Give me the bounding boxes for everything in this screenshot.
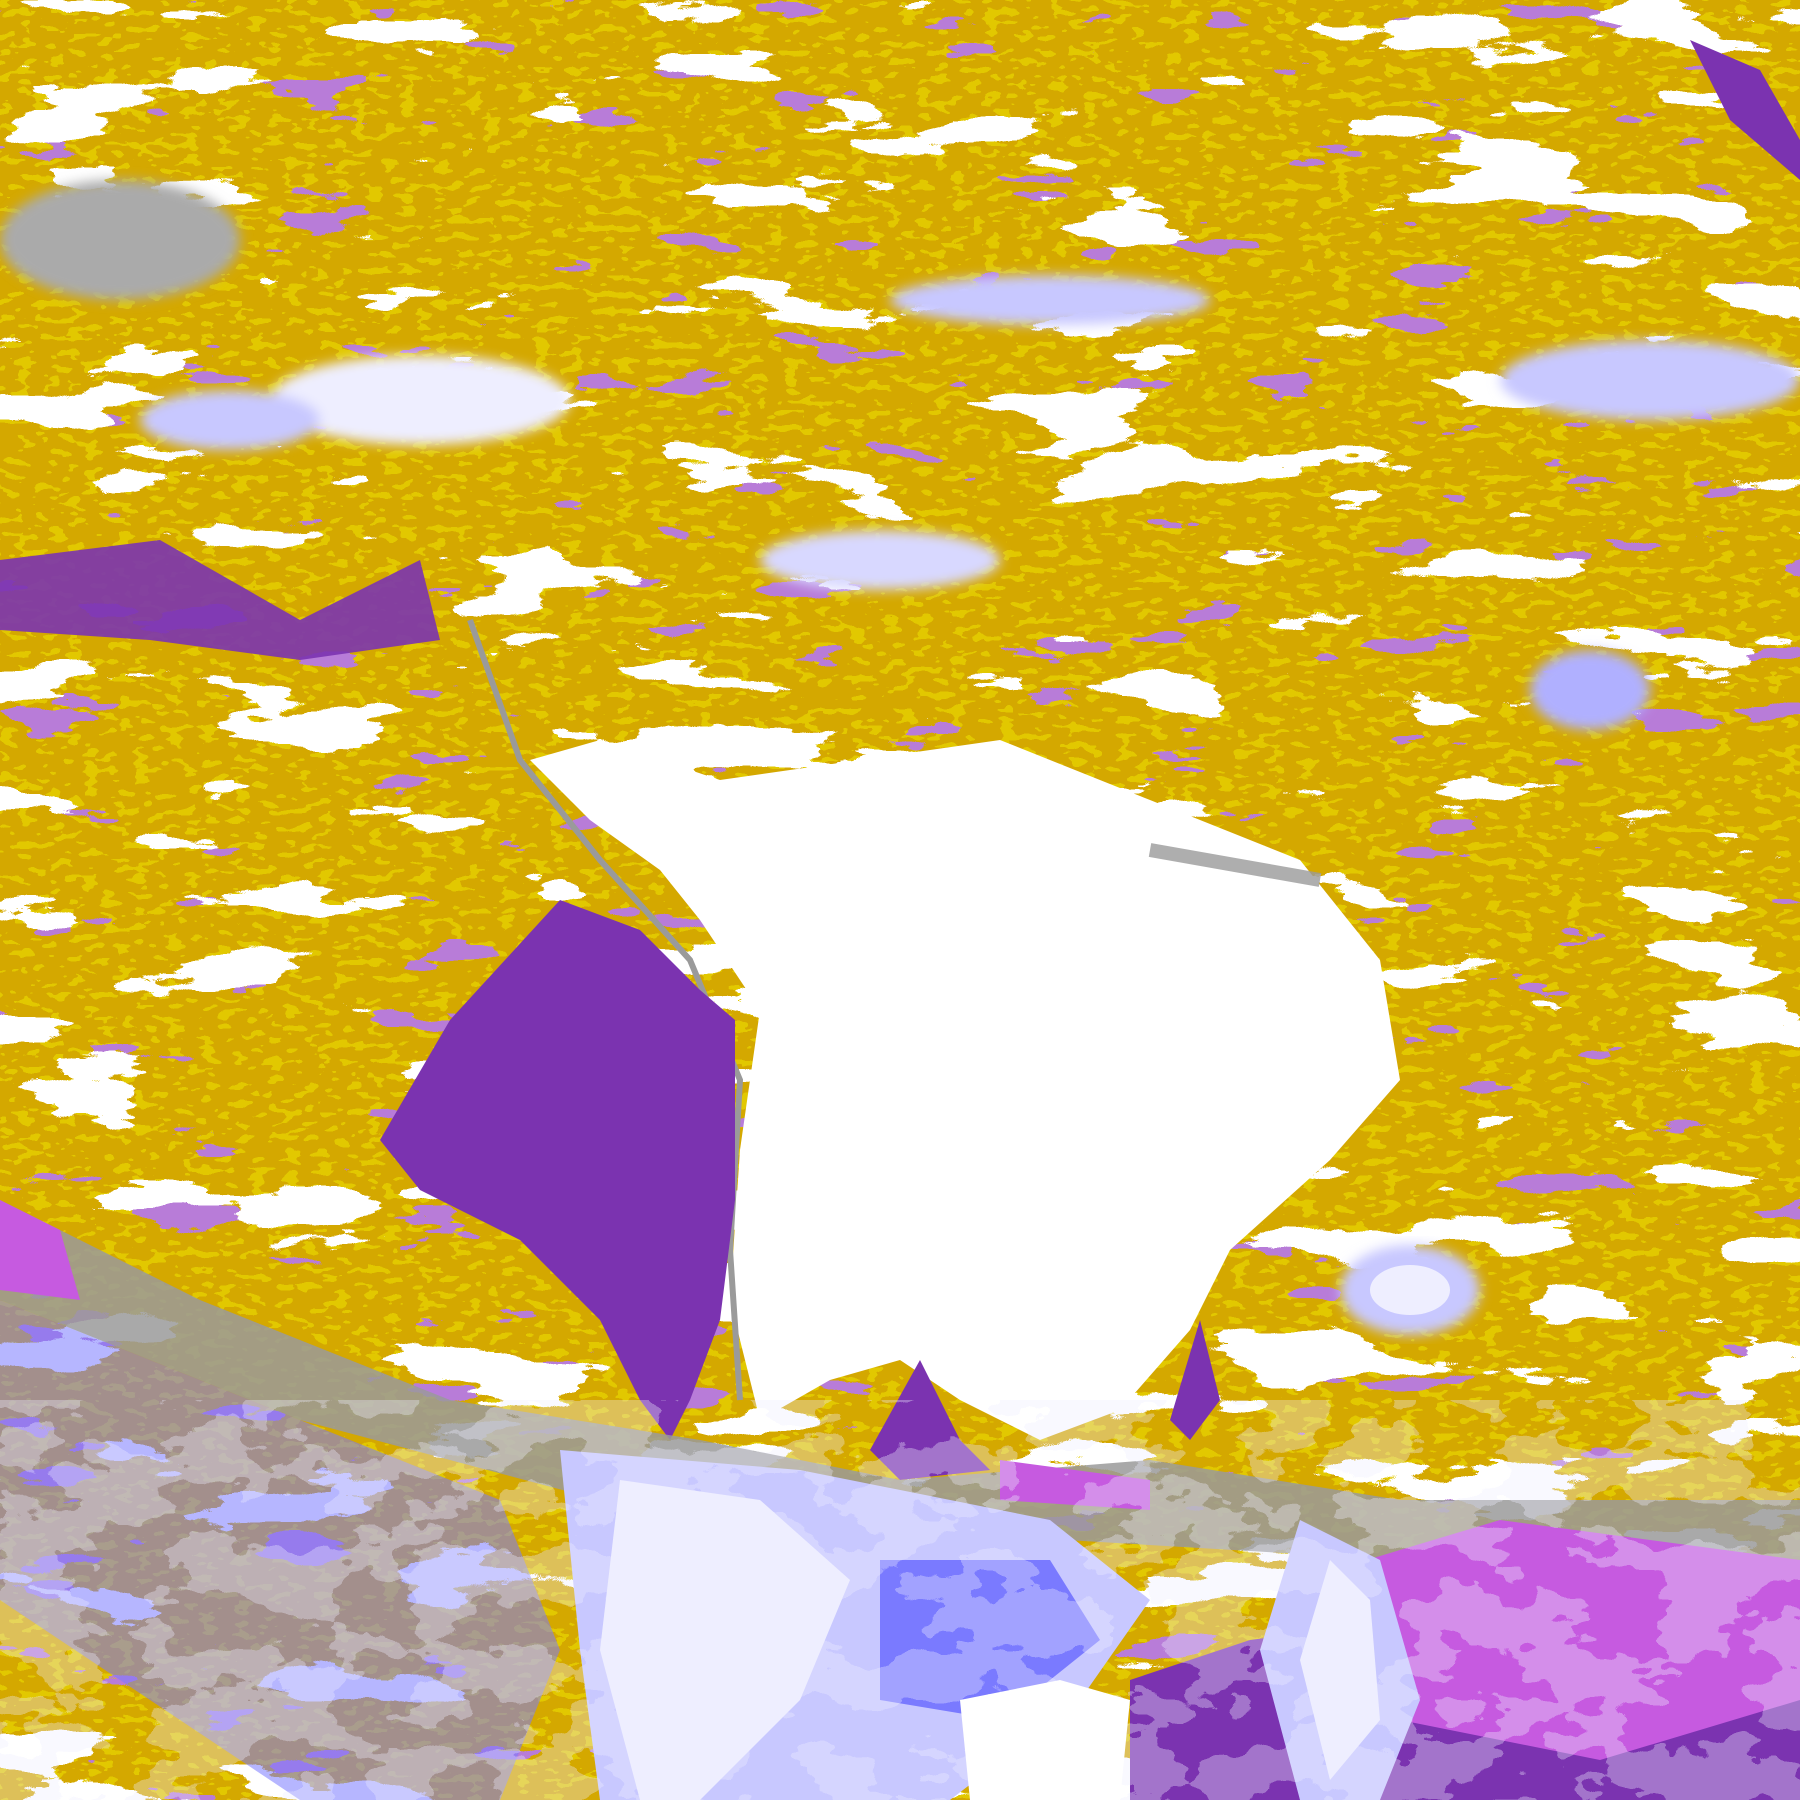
purple-northwest xyxy=(0,540,440,660)
andes-edge xyxy=(467,618,744,1401)
continent-clear-land xyxy=(530,740,1400,1440)
purple-northeast xyxy=(1690,40,1800,180)
clear-gap-south xyxy=(960,1680,1130,1800)
cloud-texture xyxy=(0,1400,1800,1800)
northern-cloud-band xyxy=(0,180,1800,730)
gray-streak xyxy=(1148,843,1322,887)
purple-ocean-region xyxy=(380,900,735,1440)
